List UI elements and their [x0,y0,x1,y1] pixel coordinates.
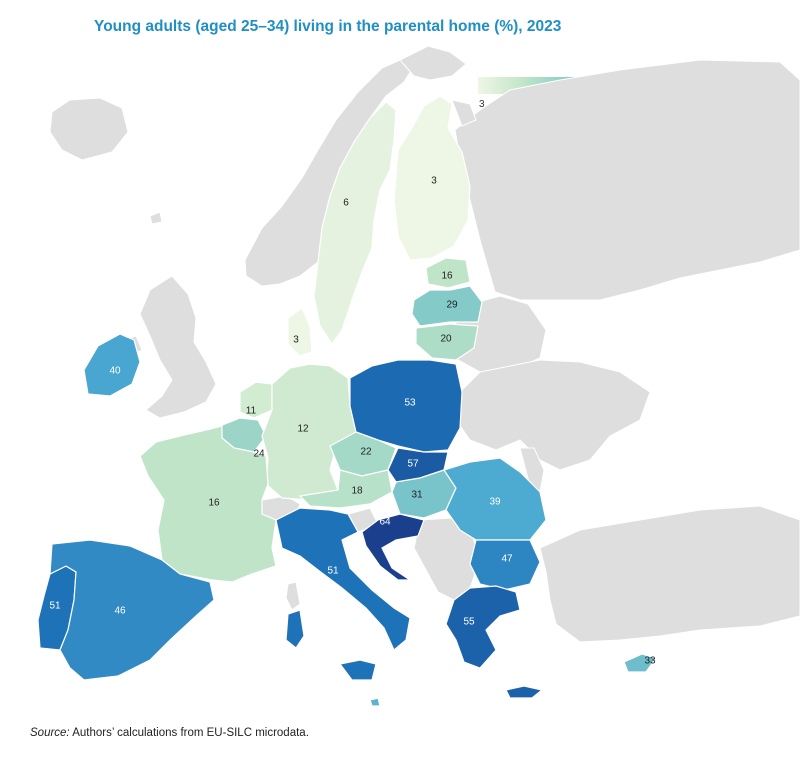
source-note: Source: Authors’ calculations from EU-SI… [30,727,309,739]
lithuania-value: 20 [440,334,452,345]
country-shapes [37,95,657,707]
latvia-shape [411,285,483,327]
cyprus-shape [623,653,657,673]
no-data-regions [49,45,801,643]
bulgaria-value: 47 [501,554,513,565]
netherlands-value: 11 [246,406,257,417]
cyprus-value: 33 [644,656,656,667]
sicily-shape [338,659,377,681]
france-shape [139,425,277,583]
turkey-shape [539,505,801,643]
ukraine-shape [455,359,651,471]
portugal-value: 51 [49,601,61,612]
spain-value: 46 [114,606,126,617]
finland-shape [393,95,471,261]
belgium-value: 24 [253,449,265,460]
austria-value: 18 [351,486,363,497]
croatia-value: 64 [379,517,391,528]
malta-value: 36 [378,697,390,708]
hungary-value: 31 [411,490,423,501]
czechia-value: 22 [360,447,372,458]
estonia-value: 16 [441,271,453,282]
scandinavia-kola-shape [451,99,477,127]
ireland-value: 40 [109,366,121,377]
value-labels: 3 6 3 16 29 20 40 11 24 12 53 22 57 18 3… [49,176,656,708]
estonia-shape [425,257,471,289]
italy-value: 51 [327,566,339,577]
iceland-shape [49,97,129,161]
ireland-shape [83,333,141,397]
russia-north-shape [454,59,801,301]
france-value: 16 [208,498,220,509]
finland-value: 3 [431,176,437,187]
bulgaria-shape [469,539,541,591]
germany-shape [261,363,357,501]
croatia-shape [361,513,425,581]
crete-shape [505,685,544,699]
uk-shape [139,275,217,419]
svalbard-shape [149,211,163,225]
romania-value: 39 [489,497,501,508]
corsica-shape [285,581,301,611]
greece-shape [445,585,521,669]
sweden-shape [313,101,397,346]
spain-shape [49,539,215,681]
europe-map: 3 6 3 16 29 20 40 11 24 12 53 22 57 18 3… [37,45,801,708]
norway-shape [244,59,415,287]
sweden-value: 6 [343,198,349,209]
denmark-value: 3 [293,335,299,346]
source-text: Authors’ calculations from EU-SILC micro… [69,727,309,739]
italy-shape [275,507,411,651]
denmark-shape [287,307,313,357]
norway-north-shape [399,45,467,81]
sardinia-shape [285,609,305,649]
germany-value: 12 [297,424,309,435]
greece-value: 55 [463,617,475,628]
latvia-value: 29 [446,300,458,311]
map-title: Young adults (aged 25–34) living in the … [94,18,562,35]
lithuania-shape [415,323,479,361]
poland-value: 53 [404,398,416,409]
source-prefix: Source: [30,727,70,739]
malta-shape [369,697,381,707]
austria-shape [298,469,393,509]
legend-min-label: 3 [479,99,485,110]
slovakia-value: 57 [407,459,419,470]
